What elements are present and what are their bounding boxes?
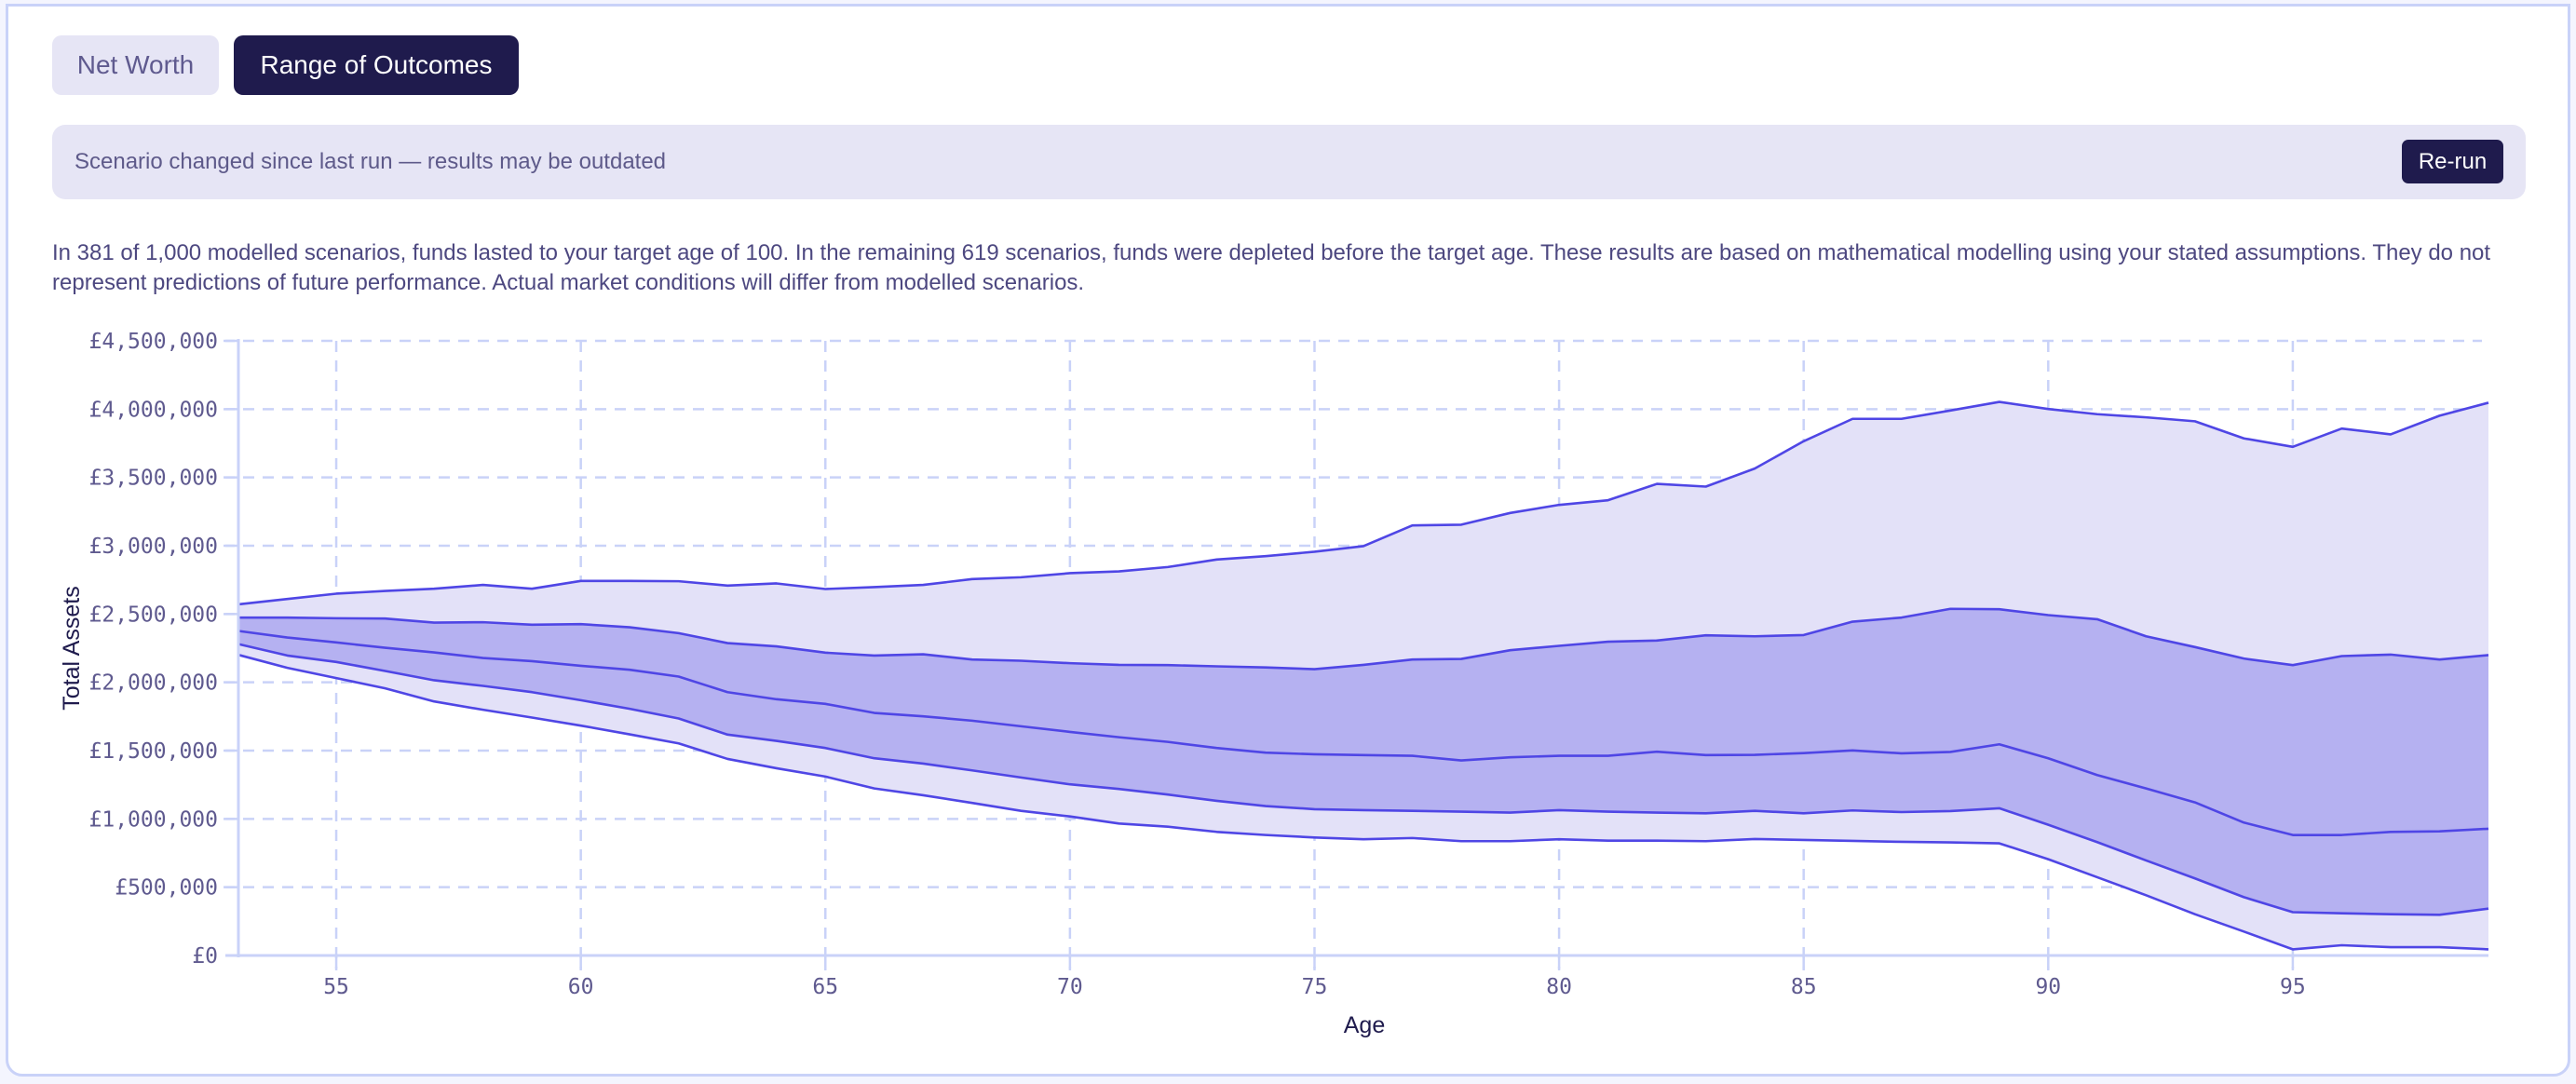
x-tick-label: 60	[568, 975, 594, 999]
y-tick-label: £1,500,000	[89, 739, 218, 764]
x-tick-label: 80	[1546, 975, 1572, 999]
percentile-line-2	[237, 630, 2489, 836]
lower-outer-band	[238, 644, 2488, 950]
x-tick-label: 95	[2280, 975, 2306, 999]
chart-percentile-bands	[238, 401, 2488, 950]
rerun-button[interactable]: Re-run	[2402, 140, 2503, 183]
y-tick-label: £2,500,000	[89, 603, 218, 627]
y-axis-label: Total Assets	[59, 586, 85, 710]
inner-interquartile-band	[238, 608, 2488, 915]
x-tick-label: 90	[2035, 975, 2061, 999]
y-axis-tick-labels: £0 £500,000 £1,000,000 £1,500,000 £2,000,000…	[89, 330, 218, 969]
y-tick-label: £0	[192, 944, 218, 969]
x-tick-label: 55	[323, 975, 349, 999]
banner-message: Scenario changed since last run — result…	[75, 149, 667, 174]
percentile-line-0	[237, 400, 2489, 606]
view-tabs: Net Worth Range of Outcomes	[52, 35, 519, 95]
y-tick-label: £4,000,000	[89, 398, 218, 422]
outdated-results-banner: Scenario changed since last run — result…	[52, 125, 2526, 199]
tab-range-of-outcomes[interactable]: Range of Outcomes	[234, 35, 519, 95]
percentile-line-4	[237, 653, 2489, 951]
x-tick-label: 75	[1302, 975, 1328, 999]
x-axis-label: Age	[1344, 1012, 1385, 1038]
x-axis-tick-labels: 55 60 65 70 75 80 85 90 95	[323, 975, 2306, 999]
y-tick-label: £3,500,000	[89, 467, 218, 491]
y-tick-label: £3,000,000	[89, 535, 218, 559]
y-tick-label: £1,000,000	[89, 807, 218, 832]
x-tick-label: 65	[812, 975, 838, 999]
tab-net-worth[interactable]: Net Worth	[52, 35, 219, 95]
percentile-line-3	[237, 643, 2489, 916]
chart-axes	[225, 339, 2488, 969]
upper-outer-band	[238, 401, 2488, 670]
y-tick-label: £2,000,000	[89, 671, 218, 696]
x-tick-label: 70	[1057, 975, 1083, 999]
percentile-line-1	[238, 607, 2489, 671]
x-tick-label: 85	[1791, 975, 1817, 999]
y-tick-label: £4,500,000	[89, 330, 218, 354]
chart-percentile-lines	[237, 400, 2489, 951]
outcomes-summary-text: In 381 of 1,000 modelled scenarios, fund…	[52, 240, 2491, 295]
y-tick-label: £500,000	[115, 876, 218, 901]
